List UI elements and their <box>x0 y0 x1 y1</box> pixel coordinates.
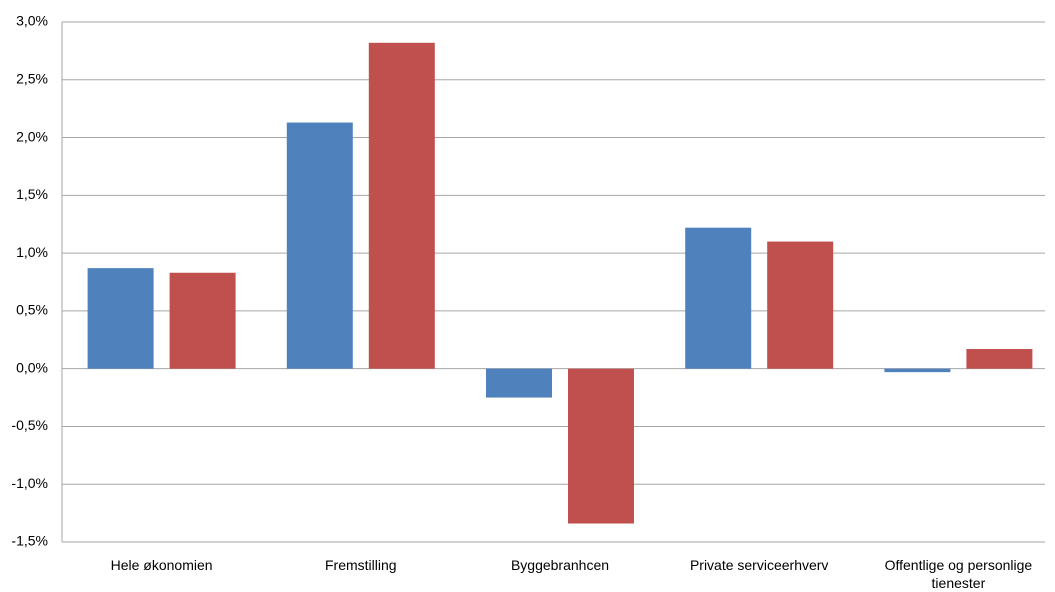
x-tick-label: Fremstilling <box>325 557 397 573</box>
y-tick-label: -1,0% <box>11 475 48 491</box>
y-tick-label: -1,5% <box>11 533 48 549</box>
bar <box>169 272 236 369</box>
y-tick-label: 1,0% <box>16 244 48 260</box>
bar <box>685 227 752 369</box>
y-tick-label: 0,5% <box>16 302 48 318</box>
x-tick-label: Byggebranhcen <box>510 557 610 573</box>
y-tick-label: -0,5% <box>11 417 48 433</box>
y-tick-label: 0,0% <box>16 359 48 375</box>
bar <box>368 42 435 369</box>
y-tick-label: 3,0% <box>16 13 48 29</box>
bar <box>486 368 552 398</box>
bar <box>568 368 634 524</box>
y-tick-label: 1,5% <box>16 186 48 202</box>
y-tick-label: 2,0% <box>16 128 48 144</box>
bar <box>767 241 834 369</box>
x-tick-label: Hele økonomien <box>110 557 213 573</box>
bar <box>87 268 154 369</box>
x-tick-label: Private serviceerhverv <box>689 557 829 573</box>
bar <box>884 368 951 373</box>
bar <box>286 122 353 369</box>
bar <box>966 349 1033 369</box>
y-tick-label: 2,5% <box>16 70 48 86</box>
x-tick-label: Offentlige og personlige tienester <box>884 557 1033 591</box>
